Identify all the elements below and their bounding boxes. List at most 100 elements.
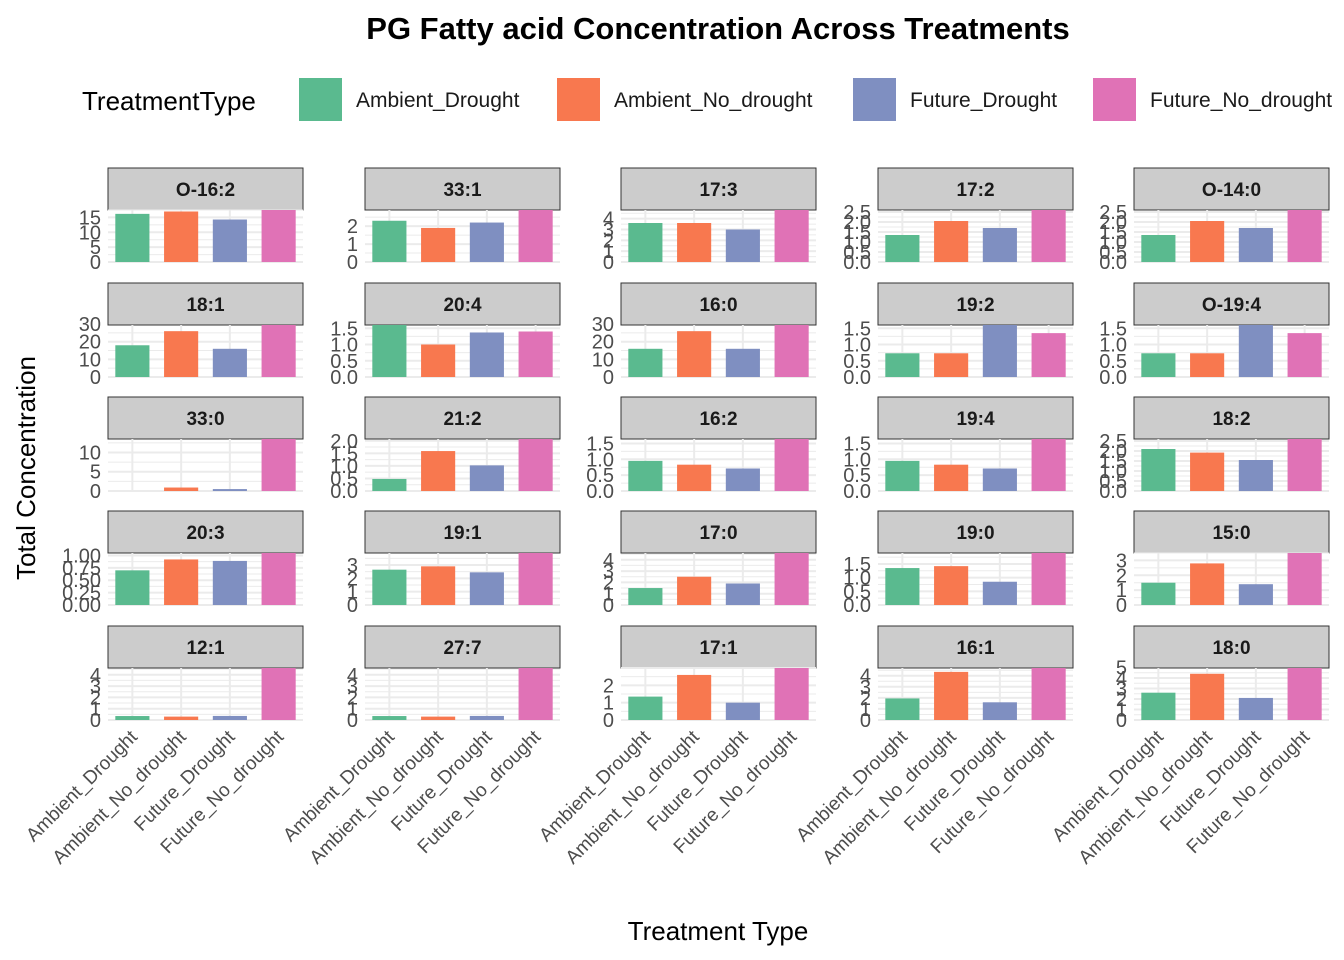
bar (421, 566, 456, 605)
y-tick-label: 3 (603, 220, 614, 242)
facet-strip (620, 167, 817, 211)
y-tick-label: 0.0 (586, 481, 614, 503)
facet-label: 17:2 (956, 180, 994, 201)
bar (1141, 449, 1176, 491)
bar (1238, 460, 1273, 491)
legend-key (299, 78, 342, 121)
facet-strip (364, 396, 561, 440)
y-tick-label: 1 (1116, 699, 1127, 721)
y-tick-label: 1 (347, 699, 358, 721)
facet-label: O-16:2 (176, 180, 235, 201)
y-tick-label: 2.5 (1099, 202, 1127, 224)
bar (1287, 333, 1322, 377)
bar (1287, 668, 1322, 720)
bar (725, 229, 760, 262)
bar (261, 210, 296, 262)
y-tick-label: 0.0 (1099, 481, 1127, 503)
bar (774, 325, 809, 377)
facet-label: 16:1 (956, 638, 994, 659)
y-tick-label: 4 (90, 665, 101, 687)
facet-strip (364, 510, 561, 554)
facet-strip (364, 282, 561, 326)
bar (1190, 673, 1225, 720)
bar (885, 353, 920, 377)
y-tick-label: 1.5 (843, 222, 871, 244)
y-tick-label: 3 (1116, 678, 1127, 700)
bar (1238, 584, 1273, 605)
y-tick-label: 0.0 (843, 481, 871, 503)
y-tick-label: 5 (1116, 657, 1127, 679)
y-tick-label: 0.00 (62, 595, 101, 617)
bar (212, 715, 247, 720)
legend-title: TreatmentType (82, 86, 256, 116)
y-tick-label: 0 (603, 595, 614, 617)
y-tick-label: 0 (860, 710, 871, 732)
bar (934, 671, 969, 720)
chart-title: PG Fatty acid Concentration Across Treat… (366, 11, 1069, 46)
bar (212, 219, 247, 262)
bar (725, 348, 760, 377)
y-tick-label: 0.0 (1099, 367, 1127, 389)
y-tick-label: 0.5 (586, 465, 614, 487)
y-tick-label: 0.50 (62, 570, 101, 592)
x-axis-title: Treatment Type (628, 916, 809, 946)
facet-grid: O-16:205101533:101217:30123417:20.00.51.… (22, 167, 1330, 869)
y-tick-label: 1.5 (1099, 222, 1127, 244)
y-tick-label: 2.5 (843, 202, 871, 224)
bar (934, 566, 969, 605)
y-tick-label: 10 (79, 222, 101, 244)
bar (518, 668, 553, 720)
y-tick-label: 2 (860, 688, 871, 710)
y-tick-label: 1.5 (1099, 318, 1127, 340)
y-tick-label: 2.0 (330, 431, 358, 453)
legend-entry: Future_Drought (853, 78, 1057, 121)
bar (164, 559, 199, 605)
bar (774, 553, 809, 605)
bar (164, 487, 199, 491)
bar (421, 344, 456, 377)
bar (115, 345, 150, 377)
bar (518, 439, 553, 491)
y-tick-label: 0.5 (1099, 351, 1127, 373)
bar (628, 588, 663, 605)
y-tick-label: 0.5 (1099, 471, 1127, 493)
y-tick-label: 1 (347, 234, 358, 256)
y-tick-label: 0 (1116, 595, 1127, 617)
y-tick-label: 1.0 (843, 335, 871, 357)
y-tick-label: 0 (90, 252, 101, 274)
facet-panel: 20:3 0.000.250.500.751.00 (62, 510, 304, 617)
legend: TreatmentType Ambient_Drought Ambient_No_… (82, 78, 1332, 121)
y-axis-title: Total Concentration (11, 356, 41, 580)
bar (372, 716, 407, 720)
y-tick-label: 1.5 (1099, 451, 1127, 473)
facet-label: 16:0 (699, 295, 737, 316)
bar (982, 325, 1017, 377)
bar (372, 220, 407, 262)
y-tick-label: 2 (90, 687, 101, 709)
facet-label: 18:2 (1212, 409, 1250, 430)
facet-panel: 18:0012345Ambient_DroughtAmbient_No_drou… (1048, 625, 1330, 869)
bar (1031, 668, 1066, 720)
facet-panel: 20:4 0.00.51.01.5 (330, 282, 561, 389)
facet-label: 20:3 (186, 523, 224, 544)
bar (212, 489, 247, 491)
bar (469, 465, 504, 491)
bar (1141, 582, 1176, 605)
y-tick-label: 0.0 (843, 252, 871, 274)
y-tick-label: 2.0 (1099, 441, 1127, 463)
y-tick-label: 2 (603, 675, 614, 697)
bar (982, 468, 1017, 491)
bar (1238, 697, 1273, 720)
y-tick-label: 3 (1116, 550, 1127, 572)
bar (1031, 210, 1066, 262)
facet-strip (877, 396, 1074, 440)
facet-label: 19:1 (443, 523, 481, 544)
y-tick-label: 3 (347, 555, 358, 577)
facet-panel: 17:1012Ambient_DroughtAmbient_No_drought… (535, 625, 817, 869)
